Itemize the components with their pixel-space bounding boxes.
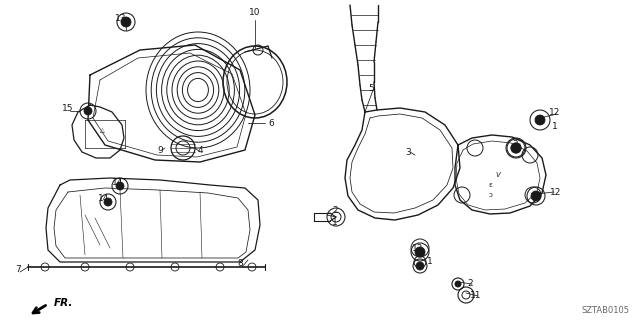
Text: 13: 13 (115, 13, 127, 22)
Text: 12: 12 (549, 108, 561, 116)
Text: 11: 11 (470, 292, 482, 300)
Circle shape (104, 198, 112, 206)
Text: 1: 1 (332, 218, 338, 227)
Text: 7: 7 (15, 265, 21, 274)
Text: ɔ: ɔ (488, 192, 492, 198)
Text: △: △ (100, 127, 104, 132)
Text: ε: ε (488, 182, 492, 188)
Text: 12: 12 (412, 244, 424, 252)
Text: 10: 10 (249, 7, 260, 17)
Text: 14: 14 (99, 194, 109, 203)
Text: 1: 1 (427, 258, 433, 267)
Text: 14: 14 (112, 178, 124, 187)
Circle shape (121, 17, 131, 27)
Circle shape (511, 143, 521, 153)
Text: 9: 9 (157, 146, 163, 155)
Text: SZTAB0105: SZTAB0105 (582, 306, 630, 315)
Circle shape (455, 281, 461, 287)
Text: 1: 1 (552, 122, 558, 131)
Text: 5: 5 (368, 84, 374, 92)
Circle shape (415, 247, 425, 257)
Circle shape (535, 115, 545, 125)
Circle shape (84, 107, 92, 115)
Text: V: V (495, 172, 500, 178)
Text: 2: 2 (512, 140, 518, 148)
Circle shape (416, 262, 424, 270)
Text: 2: 2 (332, 205, 338, 214)
Text: 2: 2 (467, 279, 473, 289)
Text: 12: 12 (550, 188, 562, 196)
Text: FR.: FR. (54, 298, 74, 308)
Text: 8: 8 (237, 260, 243, 268)
Text: 6: 6 (268, 118, 274, 127)
Text: 3: 3 (405, 148, 411, 156)
Circle shape (116, 182, 124, 190)
Text: 15: 15 (62, 103, 74, 113)
Circle shape (531, 191, 541, 201)
Text: 4: 4 (197, 146, 203, 155)
